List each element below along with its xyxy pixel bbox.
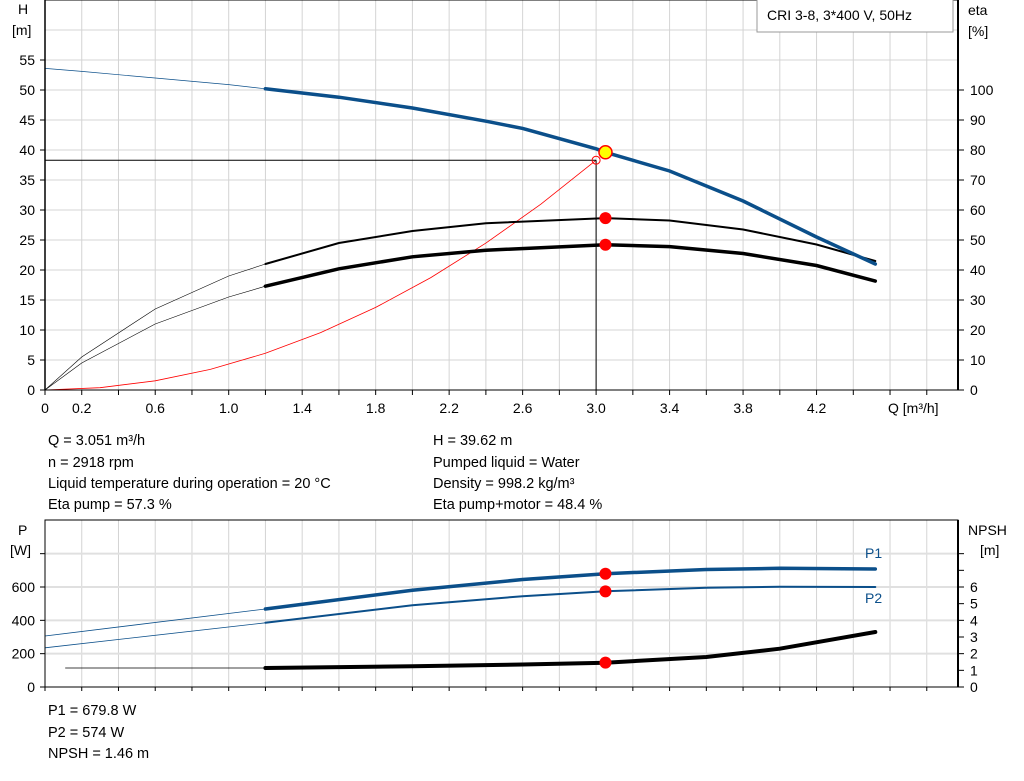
info-density: Density = 998.2 kg/m³ [433,476,575,492]
h-tick-label: 45 [19,112,35,128]
x-tick-label: 3.0 [586,400,606,416]
x-tick-label: 1.4 [292,400,312,416]
curves [44,68,878,670]
eta-tick-label: 70 [970,172,986,188]
info-temp: Liquid temperature during operation = 20… [48,476,331,492]
head-curve-thin [44,68,266,90]
info-eta-pump-motor: Eta pump+motor = 48.4 % [433,497,602,513]
eta-tick-label: 0 [970,382,978,398]
head-curve [263,87,878,266]
p1-label: P1 [865,545,882,561]
eta-tick-label: 80 [970,142,986,158]
x-tick-label: 2.2 [439,400,459,416]
h-tick-label: 0 [27,382,35,398]
h-axis-unit: [m] [12,22,31,38]
eta-tick-label: 50 [970,232,986,248]
top-plot-frame [44,0,959,391]
p1-marker [599,567,612,580]
top-grid [45,0,958,390]
info-p1: P1 = 679.8 W [48,703,137,719]
eta-axis-unit: [%] [968,23,988,39]
title-box [756,0,954,33]
npsh-tick-label: 5 [970,596,978,612]
eta-tick-label: 60 [970,202,986,218]
x-tick-label: 2.6 [513,400,533,416]
h-tick-label: 20 [19,262,35,278]
system-curve [44,159,597,391]
npsh-tick-label: 3 [970,629,978,645]
eta-pump-curve-thin [44,263,266,391]
h-tick-label: 10 [19,322,35,338]
p2-curve-thin [44,622,266,649]
h-tick-label: 40 [19,142,35,158]
npsh-tick-label: 0 [970,679,978,695]
eta-pump-motor-curve [263,243,878,288]
npsh-tick-label: 2 [970,646,978,662]
x-tick-label: 3.8 [733,400,753,416]
q-axis-label: Q [m³/h] [888,400,939,416]
x-tick-label: 1.8 [366,400,386,416]
h-tick-label: 35 [19,172,35,188]
h-tick-label: 55 [19,52,35,68]
eta-tick-label: 10 [970,352,986,368]
h-tick-label: 15 [19,292,35,308]
eta-tick-label: 30 [970,292,986,308]
bottom-plot-frame [44,519,959,688]
requested-point-marker [591,155,601,165]
eta-pump-motor-curve-thin [44,285,266,391]
eta-pump-marker [599,212,612,225]
p-axis-unit: [W] [10,542,31,558]
eta-tick-label: 20 [970,322,986,338]
eta-axis-label: eta [968,2,988,18]
h-tick-label: 5 [27,352,35,368]
info-liquid: Pumped liquid = Water [433,455,580,471]
p-tick-label: 400 [12,612,36,628]
p2-curve [264,585,877,624]
info-q: Q = 3.051 m³/h [48,433,145,449]
npsh-curve [263,630,878,670]
p-tick-label: 200 [12,646,36,662]
h-tick-label: 30 [19,202,35,218]
bottom-grid [45,520,958,687]
npsh-axis-unit: [m] [980,542,999,558]
x-tick-label: 1.0 [219,400,239,416]
npsh-marker [599,656,612,669]
info-p2: P2 = 574 W [48,725,124,741]
p1-curve-thin [44,608,266,637]
info-n: n = 2918 rpm [48,455,134,471]
info-npsh: NPSH = 1.46 m [48,746,149,762]
p-tick-label: 600 [12,579,36,595]
h-tick-label: 50 [19,82,35,98]
npsh-tick-label: 1 [970,662,978,678]
h-axis-label: H [18,1,28,17]
h-tick-label: 25 [19,232,35,248]
npsh-tick-label: 4 [970,612,978,628]
axes: 0 0.2 0.6 1.0 1.4 1.8 2.2 2.6 3.0 3.4 3.8 4.2051015… [12,0,994,695]
p1-curve [263,566,878,611]
info-block: Q = 3.051 m³/h n = 2918 rpm Liquid tempe… [48,433,602,762]
x-tick-label: 0.2 [72,400,92,416]
eta-pump-curve [264,217,877,265]
chart-title: CRI 3-8, 3*400 V, 50Hz [767,7,912,23]
eta-tick-label: 100 [970,82,994,98]
p2-label: P2 [865,590,882,606]
x-tick-label: 4.2 [807,400,827,416]
p-tick-label: 0 [27,679,35,695]
x-tick-label: 0.6 [145,400,165,416]
x-tick-label: 0 [41,400,49,416]
info-h: H = 39.62 m [433,433,512,449]
eta-pump-motor-marker [599,238,612,251]
p2-marker [599,585,612,598]
info-eta-pump: Eta pump = 57.3 % [48,497,172,513]
duty-point-marker [598,145,613,160]
p-axis-label: P [18,522,27,538]
eta-tick-label: 90 [970,112,986,128]
npsh-axis-label: NPSH [968,522,1007,538]
npsh-tick-label: 6 [970,579,978,595]
x-tick-label: 3.4 [660,400,680,416]
eta-tick-label: 40 [970,262,986,278]
